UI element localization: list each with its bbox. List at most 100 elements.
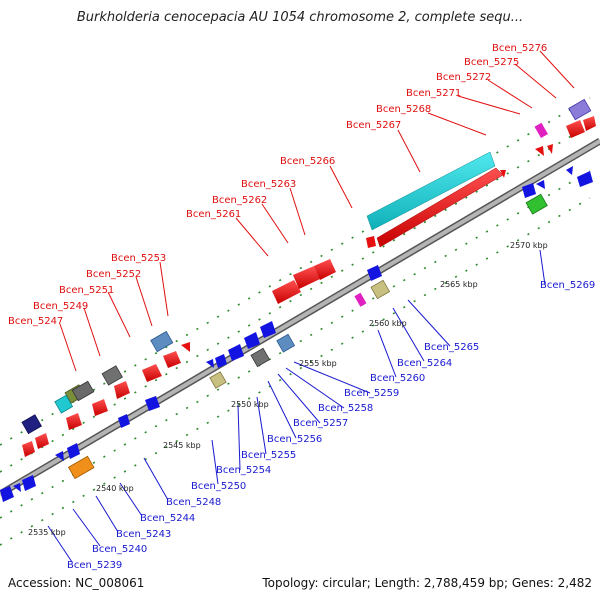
gene-gray-5258[interactable] [250,347,271,368]
gene-red-5246b[interactable] [22,441,35,457]
gene-blue-5273b[interactable] [577,171,593,187]
gene-red-5252b[interactable] [142,364,162,382]
gene-red-5275a[interactable] [566,120,585,138]
kbp-label-2565: 2565 kbp [440,280,478,289]
label-bcen-5265[interactable]: Bcen_5265 [424,342,479,353]
gene-blue-5240b[interactable] [13,483,21,492]
kbp-label-2540: 2540 kbp [96,484,134,493]
label-bcen-5244[interactable]: Bcen_5244 [140,513,195,524]
kbp-label-2560: 2560 kbp [369,319,407,328]
gene-pink-5264[interactable] [354,292,367,307]
label-bcen-5255[interactable]: Bcen_5255 [241,450,296,461]
label-bcen-5239[interactable]: Bcen_5239 [67,560,122,571]
gene-bcen-5262[interactable] [293,266,320,289]
reverse-other-features [67,193,548,480]
gene-blue-5243a[interactable] [67,443,80,459]
forward-genes [22,116,596,457]
label-bcen-5260[interactable]: Bcen_5260 [370,373,425,384]
gene-blue-5243b[interactable] [55,451,64,461]
gene-blue-5239[interactable] [0,486,14,502]
gene-red-5253[interactable] [181,342,190,352]
reverse-genes [0,166,593,502]
gene-red-5247b[interactable] [66,413,82,430]
label-bcen-5262[interactable]: Bcen_5262 [212,195,267,206]
gene-green-5269[interactable] [525,193,548,215]
gene-blue-5257[interactable] [215,354,227,368]
label-bcen-5257[interactable]: Bcen_5257 [293,418,348,429]
gene-bcen-5261[interactable] [272,280,301,304]
gene-steelblue-5253[interactable] [150,330,174,353]
label-bcen-5271[interactable]: Bcen_5271 [406,88,461,99]
gene-red-5270[interactable] [500,170,506,178]
gene-bcen-5276[interactable] [568,98,592,121]
label-bcen-5251[interactable]: Bcen_5251 [59,285,114,296]
tick-track-outer-reverse [0,197,591,546]
label-bcen-5263[interactable]: Bcen_5263 [241,179,296,190]
label-bcen-5253[interactable]: Bcen_5253 [111,253,166,264]
label-bcen-5267[interactable]: Bcen_5267 [346,120,401,131]
gene-blue-5244[interactable] [118,414,130,428]
backbone [0,137,600,498]
gene-steelblue-5260[interactable] [276,333,296,353]
topology-text: Topology: circular; Length: 2,788,459 bp… [262,576,592,590]
label-bcen-5261[interactable]: Bcen_5261 [186,209,241,220]
forward-other-features [21,98,592,435]
kbp-label-2535: 2535 kbp [28,528,66,537]
gene-blue-5269a[interactable] [522,183,536,198]
gene-blue-5269b[interactable] [536,180,545,189]
kbp-label-2545: 2545 kbp [163,441,201,450]
gene-orange-5243[interactable] [67,455,95,480]
gene-red-5275b[interactable] [583,116,596,131]
page-title: Burkholderia cenocepacia AU 1054 chromos… [76,10,524,25]
label-bcen-5269[interactable]: Bcen_5269 [540,280,595,291]
gene-blue-5255[interactable] [206,359,214,368]
kbp-label-2550: 2550 kbp [231,400,269,409]
label-bcen-5272[interactable]: Bcen_5272 [436,72,491,83]
gene-red-5252a[interactable] [163,351,181,368]
label-bcen-5264[interactable]: Bcen_5264 [397,358,452,369]
accession-text: Accession: NC_008061 [8,576,145,590]
gene-gray-5247[interactable] [71,380,95,402]
kbp-label-2570: 2570 kbp [510,241,548,250]
label-bcen-5252[interactable]: Bcen_5252 [86,269,141,280]
label-bcen-5254[interactable]: Bcen_5254 [216,465,271,476]
gene-red-5249[interactable] [114,381,130,399]
label-bcen-5250[interactable]: Bcen_5250 [191,481,246,492]
label-bcen-5248[interactable]: Bcen_5248 [166,497,221,508]
label-bcen-5240[interactable]: Bcen_5240 [92,544,147,555]
label-bcen-5266[interactable]: Bcen_5266 [280,156,335,167]
gene-navy-5245[interactable] [21,414,42,435]
gene-blue-5264[interactable] [367,265,382,281]
gene-cyan-5247[interactable] [54,394,74,414]
label-bcen-5243[interactable]: Bcen_5243 [116,529,171,540]
gene-blue-5273a[interactable] [566,166,573,175]
gene-gray-5251[interactable] [101,365,123,386]
gene-red-5268[interactable] [366,236,376,248]
gene-red-5246a[interactable] [35,433,49,449]
gene-blue-5259b[interactable] [244,332,260,349]
label-bcen-5276[interactable]: Bcen_5276 [492,43,547,54]
reverse-leader-lines [47,249,546,563]
gene-bcen-5272[interactable] [534,122,548,139]
gene-red-5247a[interactable] [92,399,108,416]
gene-red-5274[interactable] [547,144,553,154]
gene-khaki-5254[interactable] [209,371,227,389]
gene-bcen-5266[interactable] [366,151,496,231]
gene-blue-5259a[interactable] [260,321,276,338]
gene-blue-5240a[interactable] [22,475,36,491]
label-bcen-5259[interactable]: Bcen_5259 [344,388,399,399]
label-bcen-5268[interactable]: Bcen_5268 [376,104,431,115]
label-bcen-5258[interactable]: Bcen_5258 [318,403,373,414]
label-bcen-5275[interactable]: Bcen_5275 [464,57,519,68]
gene-red-5271[interactable] [535,146,544,156]
gene-bcen-5263[interactable] [314,259,336,280]
gene-khaki-5265[interactable] [370,279,391,300]
forward-leader-lines [59,50,575,372]
gene-blue-5248[interactable] [145,396,160,411]
label-bcen-5249[interactable]: Bcen_5249 [33,301,88,312]
kbp-label-2555: 2555 kbp [299,359,337,368]
label-bcen-5256[interactable]: Bcen_5256 [267,434,322,445]
gene-blue-5258[interactable] [228,344,244,361]
label-bcen-5247[interactable]: Bcen_5247 [8,316,63,327]
reverse-labels: Bcen_5239 Bcen_5240 Bcen_5243 Bcen_5244 … [67,280,595,571]
